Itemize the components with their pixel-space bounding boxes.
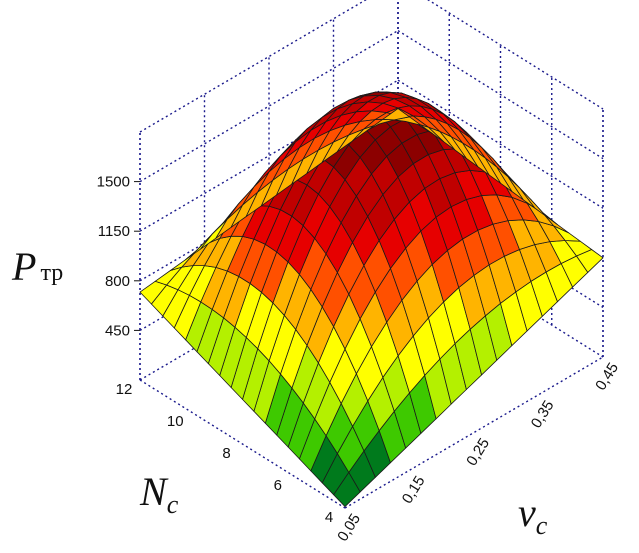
z-tick-label: 800: [105, 273, 130, 290]
y-tick-label: 12: [116, 381, 133, 398]
y-tick-label: 6: [274, 477, 282, 494]
z-axis-label-sub: тр: [40, 260, 63, 286]
y-tick-label: 8: [222, 445, 230, 462]
back-wall-gridline-z: [397, 30, 604, 160]
back-wall-gridline-z: [397, 79, 604, 209]
y-axis-ticks: 4 6 8 10 12: [116, 381, 334, 526]
z-tick-label: 1500: [97, 174, 130, 191]
surface-plot: [139, 91, 604, 507]
x-tick-label: 0,15: [399, 473, 429, 507]
y-axis-label: Nc: [139, 469, 179, 519]
x-tick-label: 0,45: [592, 360, 622, 394]
box-edge-bottom-front-left: [139, 379, 346, 509]
y-tick-label: 10: [167, 413, 184, 430]
x-tick-label: 0,25: [463, 435, 493, 469]
box-edge-top-back-right: [427, 0, 604, 110]
x-axis-label-sub: c: [536, 511, 548, 540]
x-axis-label: vc: [518, 490, 548, 540]
z-tick-label: 1150: [98, 223, 130, 240]
y-tick-label: 4: [325, 509, 333, 526]
z-tick-label: 450: [105, 322, 130, 339]
z-axis-label-main: P: [11, 244, 36, 289]
bounding-box-front: [139, 109, 604, 509]
x-axis-label-main: v: [518, 490, 536, 535]
x-tick-label: 0,05: [334, 511, 364, 545]
x-tick-label: 0,35: [528, 397, 558, 431]
y-axis-label-main: N: [139, 469, 169, 514]
z-axis-ticks: 450 800 1150 1500: [97, 174, 140, 339]
y-axis-label-sub: c: [167, 490, 179, 519]
surface-cell: [382, 108, 410, 121]
